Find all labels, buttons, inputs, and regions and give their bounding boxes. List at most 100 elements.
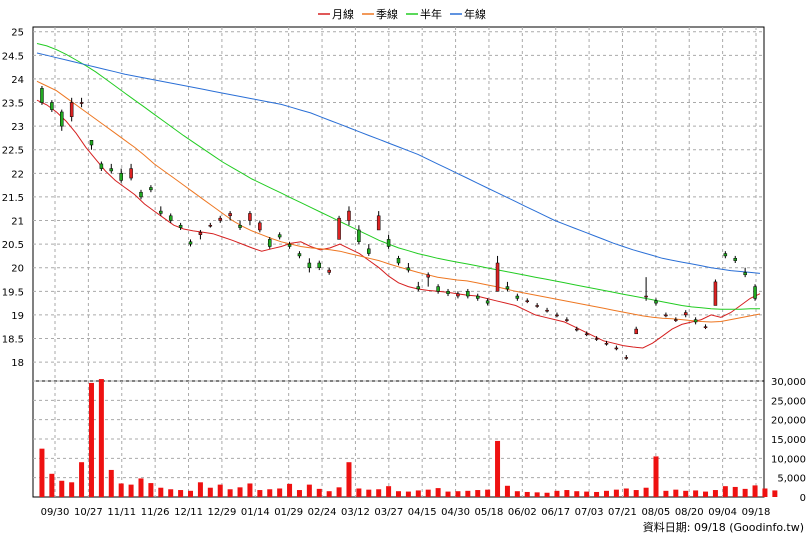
volume-bar-57 xyxy=(603,490,609,497)
volume-bar-8 xyxy=(118,483,124,497)
candle-body-21 xyxy=(248,213,252,221)
candle-body-18 xyxy=(218,217,222,221)
volume-bar-16 xyxy=(197,482,203,497)
x-tick-9: 03/12 xyxy=(341,507,370,518)
volume-bar-3 xyxy=(69,482,75,497)
volume-bar-53 xyxy=(564,490,570,497)
gridlines xyxy=(33,27,764,497)
candle-body-49 xyxy=(525,300,530,303)
volume-bar-55 xyxy=(584,491,590,497)
volume-tick-6: 30,000 xyxy=(771,377,806,388)
volume-bar-18 xyxy=(217,484,223,497)
candle-body-66 xyxy=(693,319,698,323)
candle-body-19 xyxy=(228,213,232,217)
volume-bar-22 xyxy=(257,490,263,497)
candle-body-60 xyxy=(634,328,638,335)
x-tick-1: 10/27 xyxy=(74,507,103,518)
volume-bars xyxy=(39,379,778,497)
price-tick-3: 19.5 xyxy=(2,287,24,298)
candle-body-3 xyxy=(69,102,74,117)
candle-body-17 xyxy=(208,224,213,227)
volume-tick-1: 5,000 xyxy=(777,474,806,485)
candle-body-15 xyxy=(188,241,193,245)
candle-body-14 xyxy=(178,224,183,228)
price-tick-1: 18.5 xyxy=(2,335,24,346)
x-tick-6: 01/14 xyxy=(241,507,270,518)
volume-bar-27 xyxy=(306,484,312,497)
candle-body-61 xyxy=(644,295,648,298)
volume-bar-23 xyxy=(267,489,273,497)
ma-line-0 xyxy=(36,99,761,349)
volume-bar-35 xyxy=(386,486,392,497)
volume-bar-63 xyxy=(663,490,669,497)
volume-bar-31 xyxy=(346,462,352,497)
candle-body-58 xyxy=(614,347,619,350)
x-tick-labels: 09/30 10/27 11/11 11/26 12/11 12/29 01/14 01/29… xyxy=(41,507,771,518)
candle-body-29 xyxy=(327,269,331,273)
x-tick-4: 12/11 xyxy=(174,507,203,518)
price-tick-12: 24 xyxy=(11,75,24,86)
candle-body-35 xyxy=(386,239,391,247)
candle-body-43 xyxy=(466,291,470,297)
volume-bar-33 xyxy=(366,489,372,497)
x-tick-13: 05/18 xyxy=(475,507,504,518)
volume-bar-20 xyxy=(237,487,243,497)
candle-body-27 xyxy=(307,262,312,268)
volume-bar-10 xyxy=(138,478,144,497)
volume-bar-14 xyxy=(178,490,184,497)
volume-bar-67 xyxy=(703,491,709,497)
candle-body-72 xyxy=(753,286,757,299)
ma-line-2 xyxy=(36,43,760,310)
price-tick-9: 22.5 xyxy=(2,146,24,157)
candle-body-68 xyxy=(713,281,718,306)
volume-bar-13 xyxy=(168,489,174,497)
price-tick-7: 21.5 xyxy=(2,193,24,204)
volume-bar-62 xyxy=(653,456,659,497)
candle-body-44 xyxy=(475,295,480,299)
x-tick-10: 03/27 xyxy=(374,507,403,518)
candle-body-31 xyxy=(347,210,351,221)
candle-body-1 xyxy=(50,102,54,110)
volume-bar-60 xyxy=(633,490,639,497)
candle-body-24 xyxy=(277,234,282,238)
price-tick-4: 20 xyxy=(11,264,24,275)
volume-bar-52 xyxy=(554,490,560,497)
x-tick-3: 11/26 xyxy=(141,507,170,518)
volume-bar-21 xyxy=(247,483,253,497)
candle-body-11 xyxy=(149,187,153,191)
candle-body-22 xyxy=(258,222,262,231)
candle-body-26 xyxy=(297,253,302,257)
volume-bar-38 xyxy=(415,490,421,497)
price-tick-labels: 18 18.5 19 19.5 20 20.5 21 21.5 22 22.5 23 23.5 24 24… xyxy=(2,28,24,369)
volume-bar-72 xyxy=(752,485,758,497)
candle-body-42 xyxy=(456,293,460,297)
candle-body-37 xyxy=(406,267,411,271)
volume-bar-19 xyxy=(227,489,233,497)
candle-body-54 xyxy=(575,328,579,331)
volume-tick-3: 15,000 xyxy=(771,435,806,446)
volume-bar-73 xyxy=(762,488,768,497)
price-panel-frame xyxy=(32,26,765,382)
volume-bar-68 xyxy=(712,490,718,497)
volume-bar-59 xyxy=(623,488,629,497)
volume-bar-36 xyxy=(396,491,401,497)
candle-body-47 xyxy=(505,286,510,290)
x-tick-7: 01/29 xyxy=(274,507,303,518)
candle-body-6 xyxy=(99,163,104,169)
candles xyxy=(40,86,757,360)
candle-body-4 xyxy=(79,102,84,104)
volume-bar-66 xyxy=(693,490,699,497)
volume-bar-71 xyxy=(742,488,748,497)
price-tick-14: 25 xyxy=(11,28,24,39)
x-tick-20: 09/04 xyxy=(708,507,737,518)
volume-bar-48 xyxy=(514,491,520,497)
candle-body-2 xyxy=(60,111,64,127)
price-tick-2: 19 xyxy=(11,311,24,322)
candle-body-5 xyxy=(89,140,94,146)
volume-bar-28 xyxy=(316,488,322,497)
ma-line-3 xyxy=(36,52,761,274)
x-tick-19: 08/20 xyxy=(675,507,704,518)
volume-bar-56 xyxy=(594,491,600,497)
volume-bar-46 xyxy=(495,440,501,497)
volume-bar-47 xyxy=(504,485,510,497)
